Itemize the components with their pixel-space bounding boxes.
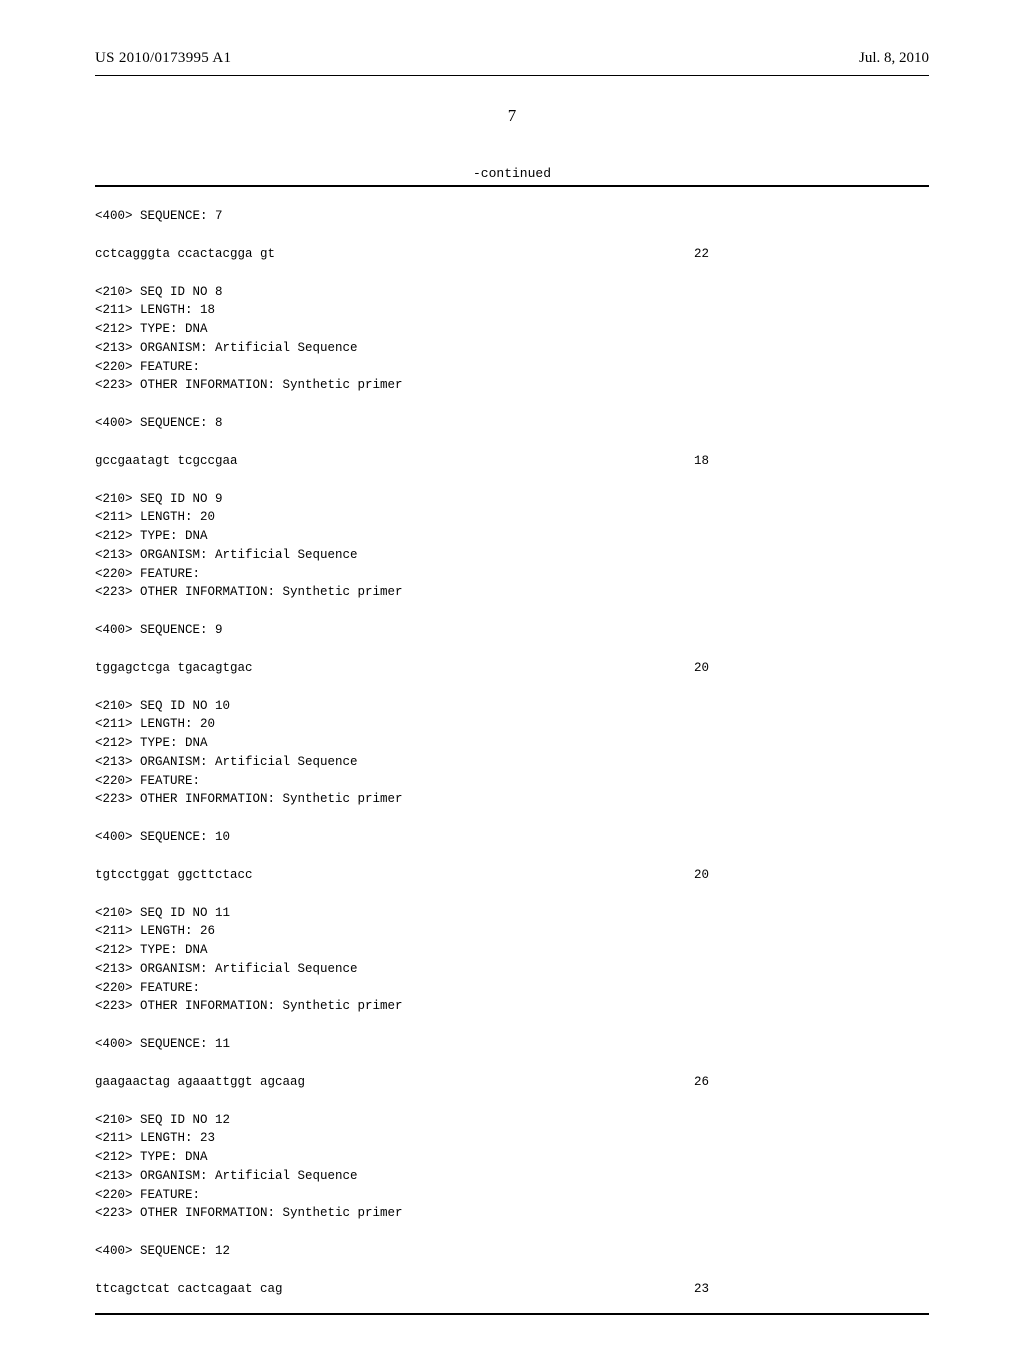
page-number: 7 [95,106,929,126]
page-container: US 2010/0173995 A1 Jul. 8, 2010 7 -conti… [0,0,1024,1355]
seq-sequence-line: tggagctcga tgacagtgac20 [95,659,929,678]
seq-meta-line: <211> LENGTH: 20 [95,508,929,527]
seq-meta-block: <210> SEQ ID NO 12<211> LENGTH: 23<212> … [95,1111,929,1224]
seq-meta-line: <213> ORGANISM: Artificial Sequence [95,753,929,772]
seq-sequence-line: ttcagctcat cactcagaat cag23 [95,1280,929,1299]
seq-meta-line: <220> FEATURE: [95,772,929,791]
seq-meta-line: <211> LENGTH: 26 [95,922,929,941]
seq-dna: gccgaatagt tcgccgaa [95,452,694,471]
seq-meta-line: <212> TYPE: DNA [95,941,929,960]
seq-meta-line: <220> FEATURE: [95,565,929,584]
seq-length-value: 20 [694,659,929,678]
seq-meta-line: <213> ORGANISM: Artificial Sequence [95,546,929,565]
seq-meta-line: <212> TYPE: DNA [95,527,929,546]
seq-dna: gaagaactag agaaattggt agcaag [95,1073,694,1092]
seq-meta-line: <210> SEQ ID NO 11 [95,904,929,923]
seq-meta-line: <212> TYPE: DNA [95,734,929,753]
header-rule [95,75,929,76]
seq-meta-line: <220> FEATURE: [95,979,929,998]
seq-meta-line: <210> SEQ ID NO 12 [95,1111,929,1130]
seq-meta-line: <220> FEATURE: [95,1186,929,1205]
seq-dna: tgtcctggat ggcttctacc [95,866,694,885]
seq-sequence-line: cctcagggta ccactacgga gt22 [95,245,929,264]
seq-meta-line: <223> OTHER INFORMATION: Synthetic prime… [95,583,929,602]
seq-meta-block: <210> SEQ ID NO 11<211> LENGTH: 26<212> … [95,904,929,1017]
sequence-listing: <400> SEQUENCE: 7 cctcagggta ccactacgga g… [95,187,929,1313]
seq-meta-block: <210> SEQ ID NO 10<211> LENGTH: 20<212> … [95,697,929,810]
seq-length-value: 23 [694,1280,929,1299]
seq-sequence-header: <400> SEQUENCE: 8 [95,414,929,433]
seq-meta-line: <213> ORGANISM: Artificial Sequence [95,339,929,358]
seq-meta-line: <210> SEQ ID NO 10 [95,697,929,716]
seq-sequence-header: <400> SEQUENCE: 12 [95,1242,929,1261]
seq-meta-line: <211> LENGTH: 20 [95,715,929,734]
seq-sequence-header: <400> SEQUENCE: 7 [95,207,929,226]
seq-sequence-header: <400> SEQUENCE: 11 [95,1035,929,1054]
seq-meta-line: <220> FEATURE: [95,358,929,377]
seq-sequence-line: tgtcctggat ggcttctacc20 [95,866,929,885]
seq-meta-line: <223> OTHER INFORMATION: Synthetic prime… [95,790,929,809]
seq-meta-line: <212> TYPE: DNA [95,1148,929,1167]
seq-sequence-line: gaagaactag agaaattggt agcaag26 [95,1073,929,1092]
seq-meta-line: <211> LENGTH: 23 [95,1129,929,1148]
seq-length-value: 18 [694,452,929,471]
seq-meta-line: <223> OTHER INFORMATION: Synthetic prime… [95,376,929,395]
continued-label: -continued [95,166,929,181]
seq-meta-line: <213> ORGANISM: Artificial Sequence [95,960,929,979]
seq-meta-block: <210> SEQ ID NO 8<211> LENGTH: 18<212> T… [95,283,929,396]
seq-dna: tggagctcga tgacagtgac [95,659,694,678]
publication-date: Jul. 8, 2010 [859,50,929,67]
seq-dna: cctcagggta ccactacgga gt [95,245,694,264]
seq-meta-line: <213> ORGANISM: Artificial Sequence [95,1167,929,1186]
seq-meta-line: <212> TYPE: DNA [95,320,929,339]
seq-meta-line: <211> LENGTH: 18 [95,301,929,320]
seq-sequence-line: gccgaatagt tcgccgaa18 [95,452,929,471]
seq-length-value: 20 [694,866,929,885]
seq-sequence-header: <400> SEQUENCE: 9 [95,621,929,640]
seq-length-value: 26 [694,1073,929,1092]
seq-meta-line: <210> SEQ ID NO 9 [95,490,929,509]
page-header: US 2010/0173995 A1 Jul. 8, 2010 [95,50,929,67]
publication-number: US 2010/0173995 A1 [95,50,231,67]
sequence-bottom-rule [95,1313,929,1315]
seq-meta-line: <223> OTHER INFORMATION: Synthetic prime… [95,1204,929,1223]
seq-meta-block: <210> SEQ ID NO 9<211> LENGTH: 20<212> T… [95,490,929,603]
seq-sequence-header: <400> SEQUENCE: 10 [95,828,929,847]
seq-meta-line: <210> SEQ ID NO 8 [95,283,929,302]
seq-meta-line: <223> OTHER INFORMATION: Synthetic prime… [95,997,929,1016]
seq-length-value: 22 [694,245,929,264]
seq-dna: ttcagctcat cactcagaat cag [95,1280,694,1299]
